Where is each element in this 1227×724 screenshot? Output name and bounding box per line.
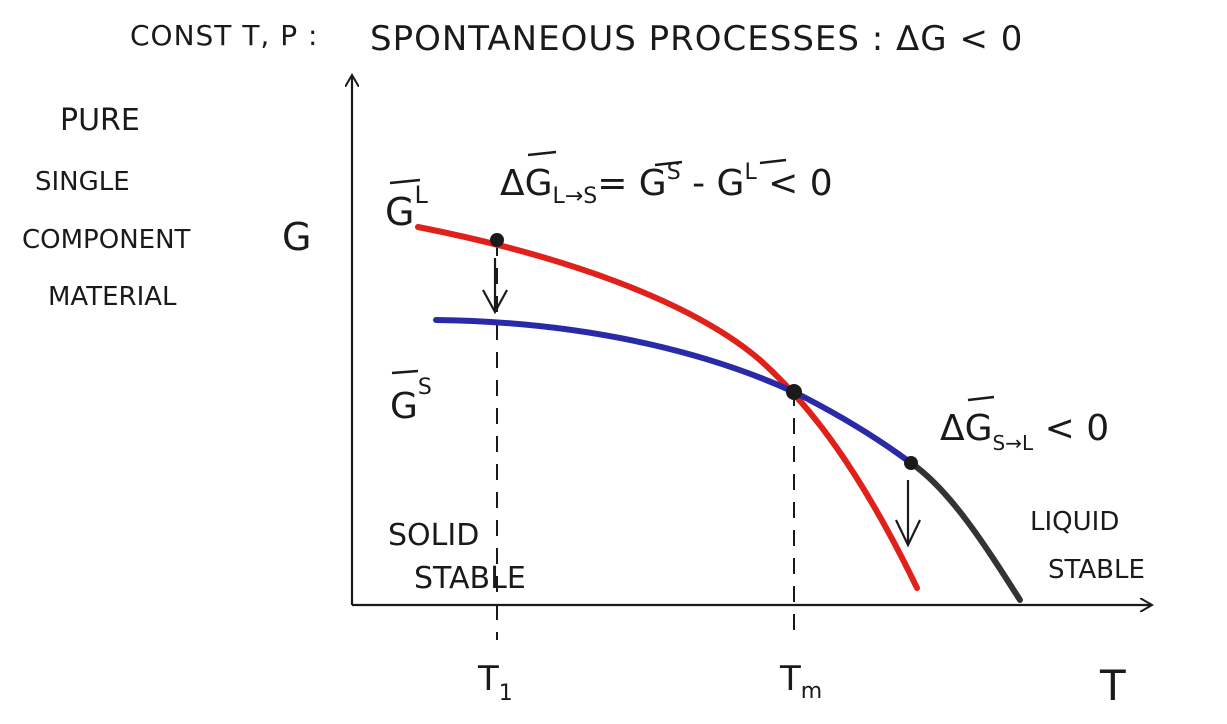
side-note-line-4: MATERIAL	[48, 282, 177, 312]
arrow-liquid-to-solid-head	[482, 289, 508, 315]
tick-t1: T1	[477, 659, 513, 706]
side-note-line-1: PURE	[60, 103, 140, 138]
tick-tm: Tm	[779, 659, 822, 704]
y-axis-label: G	[282, 215, 311, 259]
equation-solid-to-liquid: ΔGS→L < 0	[940, 395, 1109, 455]
liquid-gibbs-curve	[415, 224, 920, 591]
equation-liquid-to-solid: ΔGL→S= GS - GL < 0	[500, 150, 833, 209]
solid-gibbs-curve	[433, 317, 914, 466]
header-statement: SPONTANEOUS PROCESSES : ΔG < 0	[370, 19, 1023, 59]
side-note-line-2: SINGLE	[35, 167, 130, 197]
solid-stable-line-2: STABLE	[414, 561, 526, 596]
solid-point-above-tm	[904, 456, 918, 470]
liquid-stable-line-1: LIQUID	[1030, 507, 1119, 537]
arrow-solid-to-liquid-head	[895, 519, 921, 548]
header-conditions: CONST T, P :	[130, 19, 318, 52]
solid-stable-line-1: SOLID	[388, 518, 479, 553]
gs-label: GS	[390, 375, 432, 427]
svg-text:ΔGS→L < 0: ΔGS→L < 0	[940, 408, 1109, 455]
solid-curve-extension	[908, 460, 1023, 603]
gs-bar	[391, 369, 419, 375]
svg-text:ΔGL→S= GS - GL < 0: ΔGL→S= GS - GL < 0	[500, 160, 833, 209]
melting-point-intersection	[786, 384, 802, 400]
gl-bar	[389, 178, 421, 185]
liquid-stable-line-2: STABLE	[1048, 555, 1145, 585]
gl-label: GL	[385, 181, 428, 234]
x-axis-label: T	[1099, 661, 1126, 710]
side-note-line-3: COMPONENT	[22, 225, 191, 255]
liquid-point-at-t1	[490, 233, 504, 247]
